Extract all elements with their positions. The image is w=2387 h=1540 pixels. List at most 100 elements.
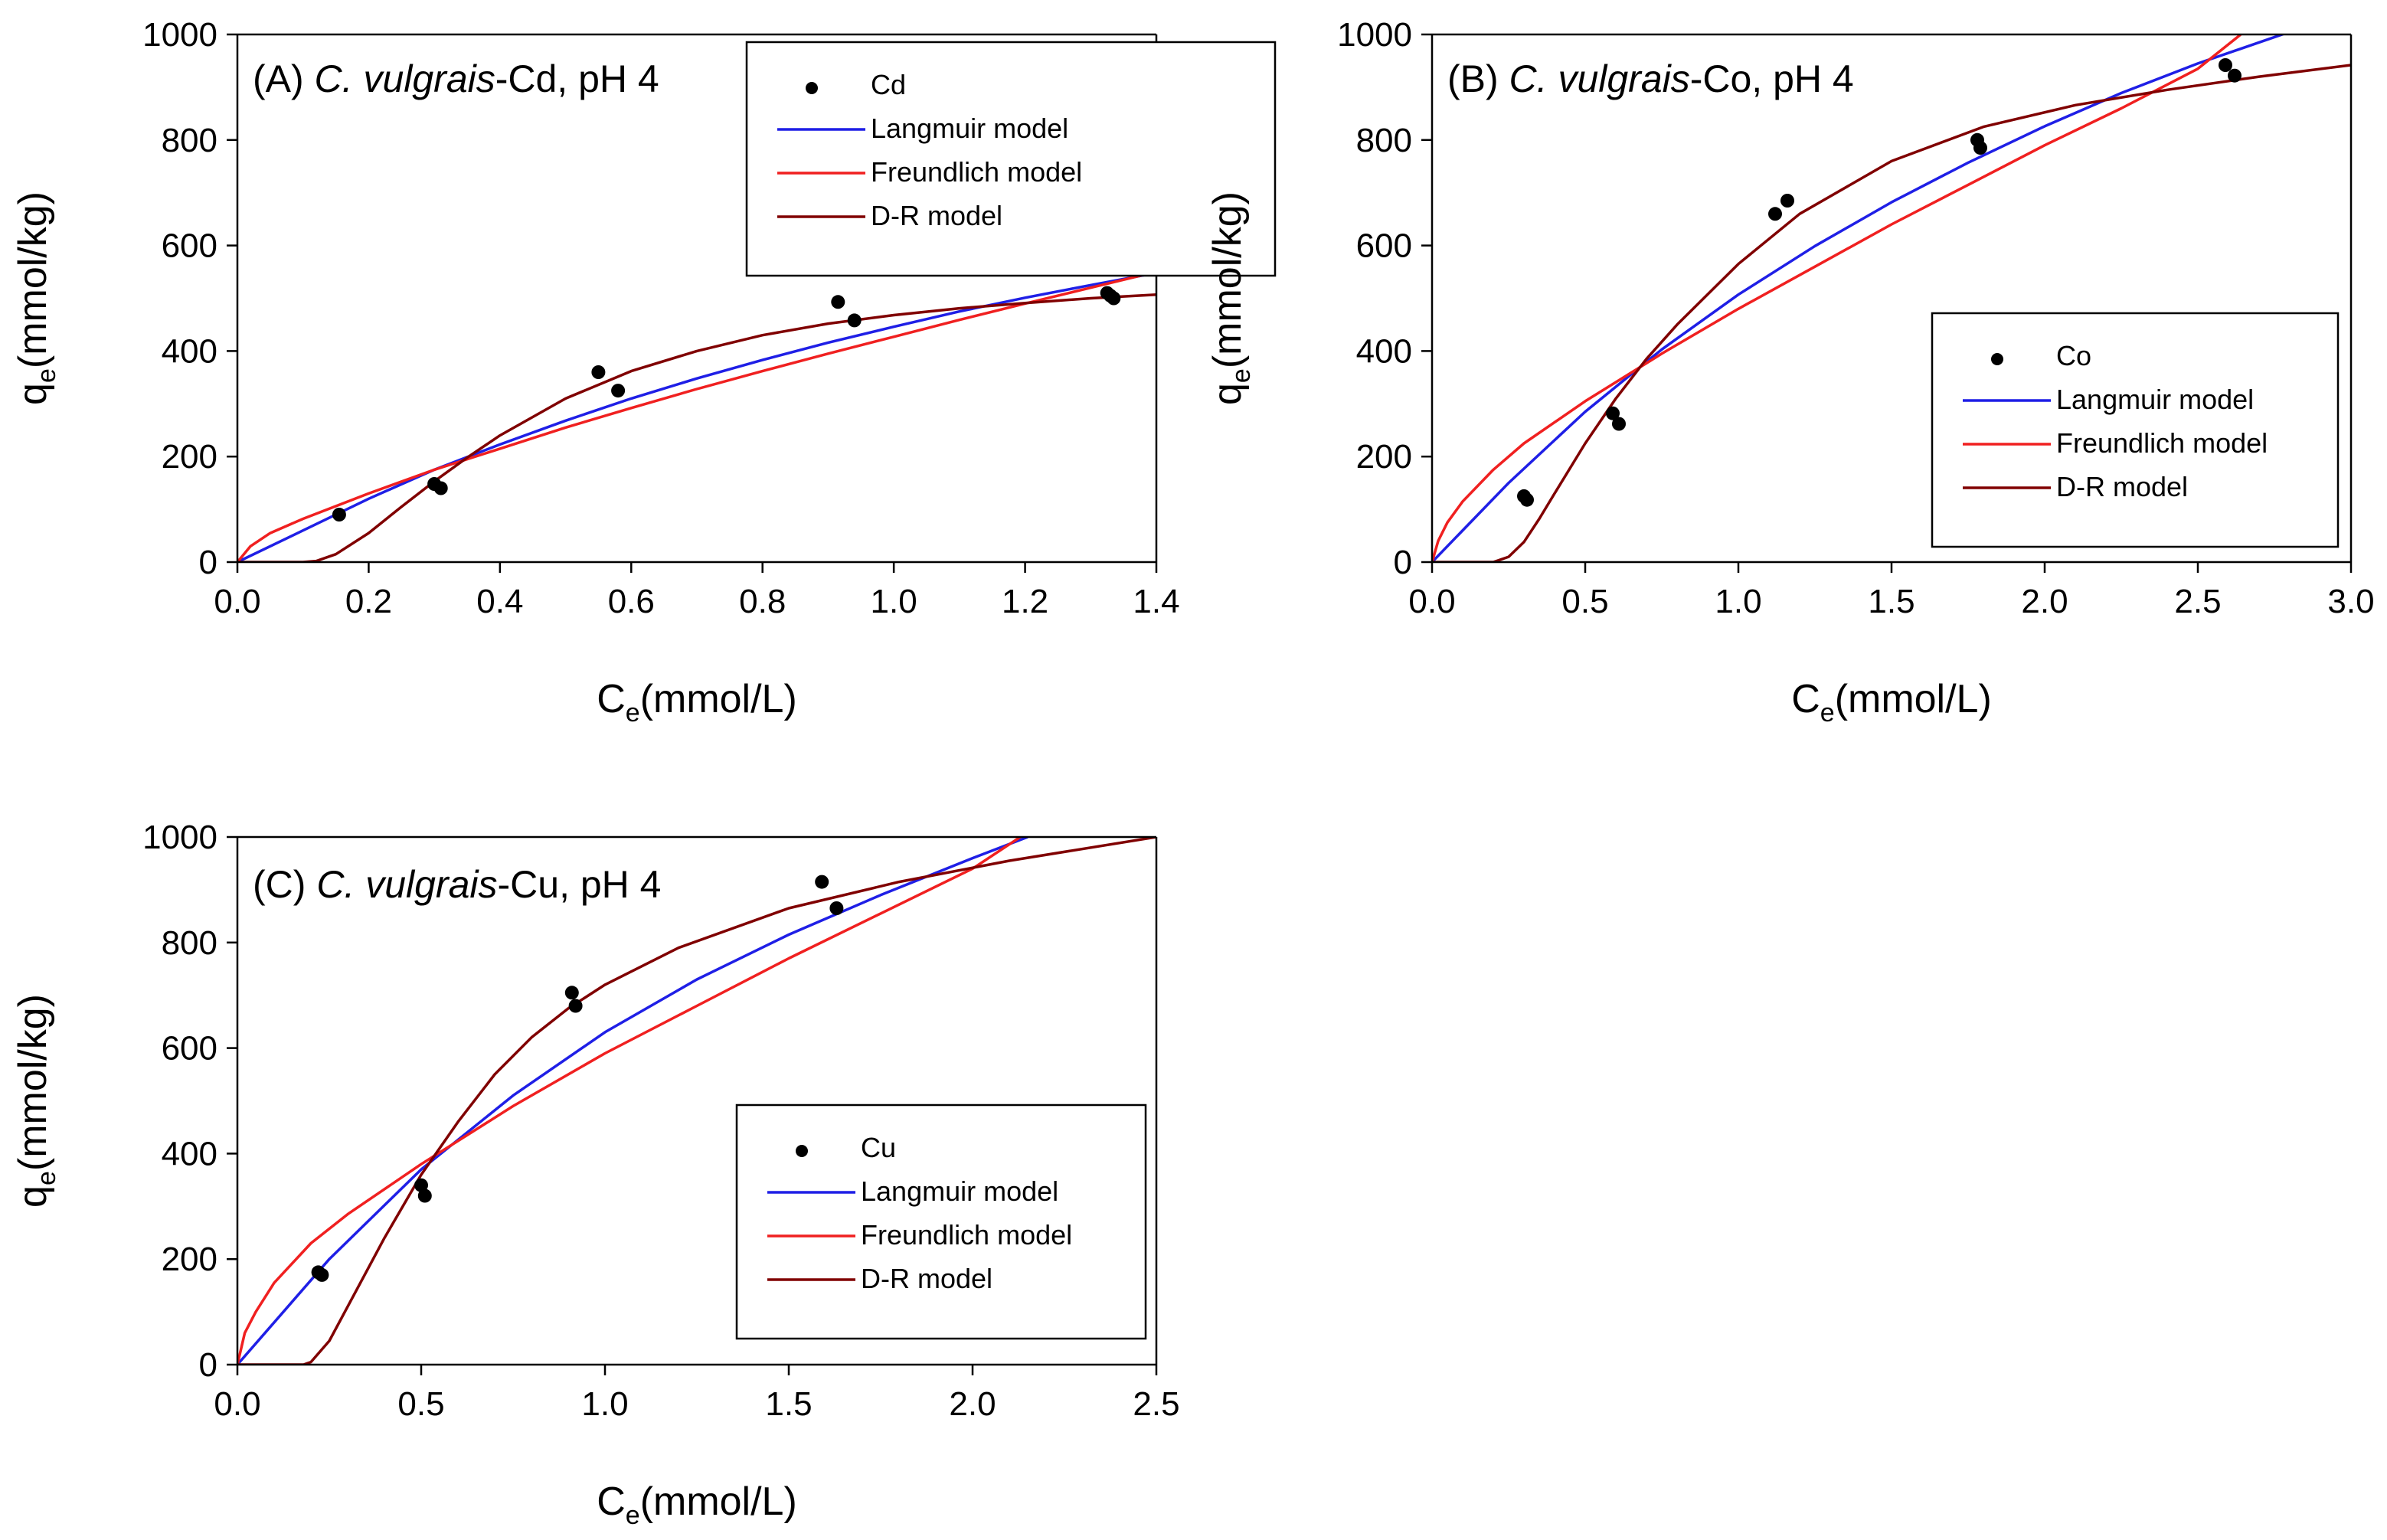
data-point: [847, 313, 862, 328]
panel-c: 0.0 0.5 1.0 1.5 2.0 2.502004006008001000Ce(mm…: [11, 819, 1180, 1530]
y-tick-label: 800: [1356, 122, 1412, 159]
panel-title: (C) C. vulgrais-Cu, pH 4: [253, 863, 661, 906]
legend-entry-label: Freundlich model: [861, 1219, 1072, 1251]
panel-title-suffix: -Cu, pH 4: [498, 863, 662, 906]
series-line-d-r-model: [237, 837, 1156, 1365]
legend-entry-label: D-R model: [871, 200, 1002, 231]
data-point: [2228, 68, 2241, 83]
x-axis-label-unit: (mmol/L): [640, 677, 797, 721]
y-tick-label: 200: [1356, 438, 1412, 476]
y-axis-label: qe(mmol/kg): [11, 994, 61, 1208]
panel-title-prefix: (C): [253, 863, 316, 906]
x-axis-label: Ce(mmol/L): [597, 677, 797, 727]
x-tick-label: 0.0: [1408, 583, 1455, 620]
x-tick-label: 2.0: [2021, 583, 2068, 620]
y-tick-label: 800: [162, 122, 217, 159]
y-axis-label-base: q: [11, 383, 55, 405]
data-point: [315, 1267, 329, 1282]
x-axis-label-base: C: [597, 677, 626, 721]
panel-title-suffix: -Co, pH 4: [1690, 57, 1854, 100]
panel-b: 0.0 0.5 1.0 1.5 2.0 2.5 3.0 0 200 400 600 800 1000 Ce…: [1205, 16, 2375, 727]
y-tick-label: 0: [199, 1346, 217, 1384]
data-point: [1520, 492, 1534, 507]
legend-marker-points: [806, 82, 818, 94]
data-point: [1973, 141, 1987, 155]
x-tick-label: 0.5: [397, 1385, 444, 1423]
x-tick-label: 1.4: [1133, 583, 1179, 620]
panel-title-suffix: -Cd, pH 4: [495, 57, 659, 100]
legend-marker-points: [1991, 353, 2003, 365]
x-tick-label: 0.8: [739, 583, 786, 620]
legend-entry-label: Cd: [871, 69, 906, 100]
x-tick-label: 0.4: [476, 583, 523, 620]
series-line-freundlich-model: [237, 837, 1022, 1365]
data-point: [433, 481, 448, 495]
y-axis-label-unit: (mmol/kg): [11, 191, 55, 368]
x-tick-label: 2.0: [949, 1385, 996, 1423]
y-axis-label-sub: e: [1227, 368, 1256, 383]
data-point: [831, 295, 845, 309]
legend-entry-label: Cu: [861, 1132, 896, 1163]
y-axis-label-sub: e: [32, 1171, 61, 1185]
y-tick-label: 1000: [1337, 16, 1412, 54]
data-point: [611, 384, 626, 398]
x-tick-label: 0.5: [1561, 583, 1608, 620]
panel-title-prefix: (A): [253, 57, 315, 100]
legend: Cu Langmuir model Freundlich model D-R mode…: [735, 1104, 1147, 1340]
panel-title: (A) C. vulgrais-Cd, pH 4: [253, 57, 659, 100]
x-tick-label: 1.5: [1868, 583, 1915, 620]
series-line-freundlich-model: [1432, 34, 2242, 562]
x-tick-label: 1.0: [1715, 583, 1761, 620]
x-tick-label: 2.5: [1133, 1385, 1179, 1423]
x-axis-label: Ce(mmol/L): [597, 1480, 797, 1530]
data-point: [815, 875, 829, 889]
x-tick-label: 1.2: [1002, 583, 1048, 620]
legend-entry-label: Langmuir model: [2056, 384, 2254, 415]
y-axis-label: qe(mmol/kg): [1205, 191, 1256, 405]
data-point: [1107, 291, 1121, 306]
legend-marker-points: [796, 1145, 808, 1157]
y-tick-label: 200: [162, 438, 217, 476]
y-axis-label: qe(mmol/kg): [11, 191, 61, 405]
panel-a: 0.0 0.2 0.4 0.6 0.8 1.0 1.2 1.4 0 200 400 600 800 100…: [11, 16, 1277, 727]
x-axis-label-unit: (mmol/L): [1835, 677, 1992, 721]
y-tick-label: 200: [162, 1241, 217, 1278]
data-point: [2219, 58, 2232, 72]
legend-box: [745, 41, 1277, 277]
data-point: [1606, 406, 1620, 420]
series-line-langmuir-model: [1432, 34, 2287, 562]
legend-entry-label: Freundlich model: [2056, 427, 2268, 459]
legend-box: [1931, 312, 2340, 548]
x-tick-label: 0.0: [214, 583, 260, 620]
data-point: [414, 1178, 428, 1192]
data-point: [1768, 207, 1782, 221]
y-axis-label-sub: e: [32, 368, 61, 383]
series-line-d-r-model: [237, 293, 1156, 562]
y-tick-label: 600: [162, 227, 217, 265]
data-point: [417, 1189, 432, 1203]
data-point: [568, 999, 583, 1013]
y-tick-label: 0: [1394, 544, 1412, 581]
y-tick-label: 1000: [142, 16, 217, 54]
data-point: [1612, 417, 1626, 431]
panel-title-species: C. vulgrais: [316, 863, 497, 906]
series-line-freundlich-model: [237, 270, 1156, 562]
y-tick-label: 600: [1356, 227, 1412, 265]
series-line-langmuir-model: [237, 271, 1156, 562]
y-tick-label: 800: [162, 924, 217, 962]
y-axis-label-unit: (mmol/kg): [11, 994, 55, 1171]
legend-entry-label: Langmuir model: [861, 1175, 1058, 1207]
x-axis-label-sub: e: [1820, 698, 1835, 727]
y-axis-label-base: q: [1205, 383, 1250, 405]
legend-entry-label: Freundlich model: [871, 156, 1082, 188]
x-tick-label: 1.5: [765, 1385, 812, 1423]
x-axis-label-base: C: [597, 1480, 626, 1524]
data-point: [1780, 194, 1794, 208]
data-point: [829, 901, 844, 915]
x-tick-label: 0.0: [214, 1385, 260, 1423]
legend-entry-label: D-R model: [2056, 471, 2188, 502]
legend-entry-label: Langmuir model: [871, 113, 1068, 144]
legend: Co Langmuir model Freundlich model D-R mode…: [1931, 312, 2340, 548]
x-tick-label: 1.0: [871, 583, 917, 620]
